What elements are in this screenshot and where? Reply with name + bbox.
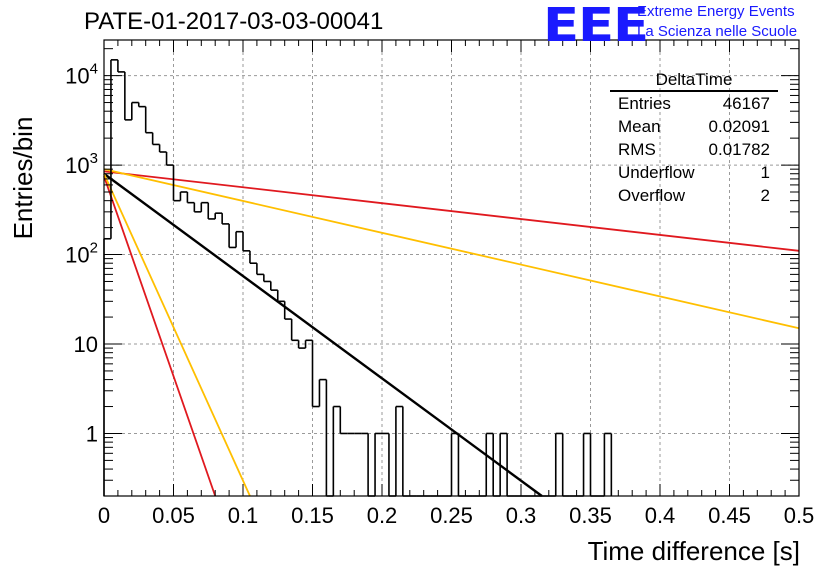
stats-row-overflow: Overflow 2 bbox=[610, 184, 778, 207]
x-tick-label: 0.2 bbox=[367, 503, 398, 528]
chart-title: PATE-01-2017-03-03-00041 bbox=[84, 8, 384, 35]
x-tick-label: 0.05 bbox=[152, 503, 195, 528]
grid-lines bbox=[104, 40, 799, 496]
stats-value: 2 bbox=[760, 186, 770, 205]
x-tick-labels: 0 0.05 0.1 0.15 0.2 0.25 0.3 0.35 0.4 0.45 0.5 bbox=[98, 503, 814, 528]
fit-lines bbox=[103, 168, 800, 497]
fit-line bbox=[103, 168, 800, 330]
x-tick-label: 0.15 bbox=[291, 503, 334, 528]
logo-line-1: Extreme Energy Events bbox=[637, 3, 795, 20]
y-tick-labels: 1 10 102 103 104 bbox=[65, 61, 98, 447]
stats-value: 1 bbox=[760, 163, 770, 182]
stats-label: Mean bbox=[618, 117, 661, 136]
fit-line bbox=[103, 175, 217, 497]
logo-line-2: La Scienza nelle Scuole bbox=[637, 23, 798, 40]
y-tick-label: 1 bbox=[86, 421, 98, 446]
stats-label: Underflow bbox=[618, 163, 695, 182]
x-tick-label: 0.45 bbox=[708, 503, 751, 528]
y-tick-label: 102 bbox=[65, 240, 98, 268]
x-tick-label: 0.5 bbox=[784, 503, 815, 528]
x-tick-label: 0.3 bbox=[506, 503, 537, 528]
fit-line bbox=[103, 172, 543, 497]
eee-logo: EEE bbox=[543, 0, 649, 52]
x-tick-label: 0.35 bbox=[569, 503, 612, 528]
stats-value: 0.01782 bbox=[708, 140, 770, 159]
stats-label: Overflow bbox=[618, 186, 686, 205]
stats-box: DeltaTime Entries 46167 Mean 0.02091 RMS… bbox=[610, 70, 778, 207]
x-axis-label: Time difference [s] bbox=[588, 536, 800, 566]
x-tick-label: 0.1 bbox=[228, 503, 259, 528]
y-tick-label: 10 bbox=[74, 332, 98, 357]
y-tick-label: 104 bbox=[65, 61, 98, 89]
stats-value: 0.02091 bbox=[708, 117, 770, 136]
stats-label: Entries bbox=[618, 94, 671, 113]
stats-label: RMS bbox=[618, 140, 656, 159]
axis-ticks bbox=[103, 40, 800, 497]
stats-row-mean: Mean 0.02091 bbox=[610, 115, 778, 138]
x-tick-label: 0 bbox=[98, 503, 110, 528]
fit-line bbox=[103, 170, 800, 252]
histogram bbox=[103, 59, 613, 497]
x-tick-label: 0.25 bbox=[430, 503, 473, 528]
y-tick-label: 103 bbox=[65, 150, 98, 178]
logo-caption: Extreme Energy Events La Scienza nelle S… bbox=[637, 2, 797, 42]
stats-row-entries: Entries 46167 bbox=[610, 92, 778, 115]
stats-row-underflow: Underflow 1 bbox=[610, 161, 778, 184]
x-tick-label: 0.4 bbox=[645, 503, 676, 528]
stats-row-rms: RMS 0.01782 bbox=[610, 138, 778, 161]
fit-line bbox=[103, 173, 251, 497]
stats-value: 46167 bbox=[722, 94, 770, 113]
y-axis-label: Entries/bin bbox=[8, 117, 38, 240]
stats-title: DeltaTime bbox=[610, 70, 778, 92]
